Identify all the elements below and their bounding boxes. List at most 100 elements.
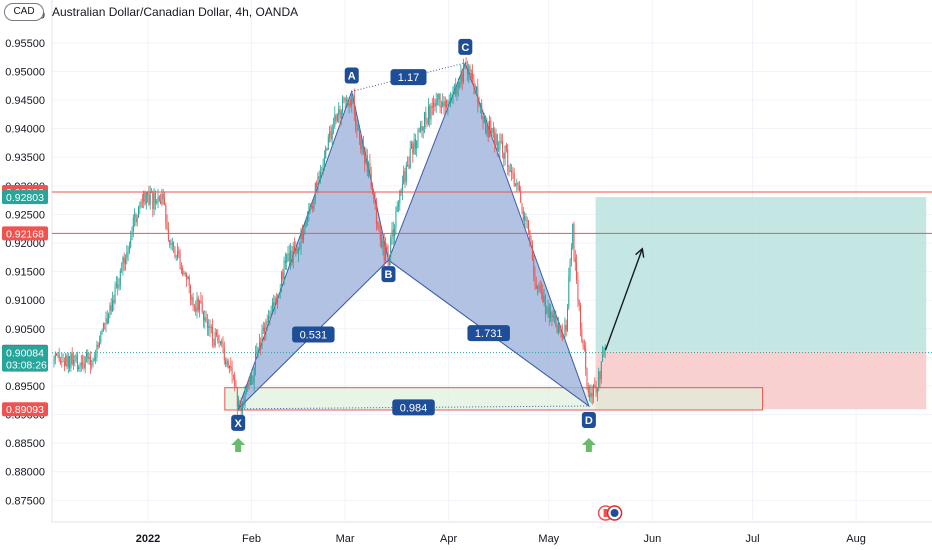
candle-body (270, 310, 272, 319)
horizontal-levels[interactable] (52, 191, 932, 354)
y-tick-label: 0.95500 (5, 38, 45, 50)
x-tick-label: Feb (242, 533, 261, 545)
candle-body (136, 217, 138, 223)
candle-body (346, 100, 347, 102)
support-zone[interactable] (224, 387, 764, 411)
candle-body (208, 326, 210, 328)
candle-body (329, 131, 331, 137)
candle-body (546, 312, 548, 314)
candle-body (245, 388, 247, 389)
candle-body (478, 104, 480, 106)
y-tick-label: 0.92000 (5, 238, 45, 250)
candle-body (290, 250, 292, 262)
candle-body (368, 162, 370, 173)
candle-body (383, 240, 385, 261)
candle-body (378, 224, 380, 232)
candle-body (379, 231, 381, 240)
candle-body (464, 65, 466, 67)
candle-body (526, 220, 528, 221)
candle-body (479, 103, 481, 106)
point-badge (231, 414, 246, 431)
candle-body (265, 321, 267, 333)
candle-body (596, 387, 598, 393)
y-tick-label: 0.91000 (5, 295, 45, 307)
candle-body (574, 258, 576, 263)
candle-body (86, 352, 87, 357)
candle-body (533, 259, 535, 275)
candle-body (600, 361, 602, 380)
candle-body (412, 143, 414, 154)
candle-body (201, 302, 203, 312)
candle-body (552, 315, 554, 318)
candle-body (529, 230, 531, 242)
candle-body (544, 296, 546, 314)
candle-body (171, 243, 173, 245)
candle-body (242, 405, 243, 412)
candle-body (262, 327, 264, 331)
y-tick-label: 0.90500 (5, 324, 45, 336)
candle-body (481, 103, 483, 119)
point-label-a: A (348, 70, 356, 82)
candle-body (602, 354, 604, 362)
candle-body (330, 131, 332, 140)
time-axis[interactable]: 2022 Feb Mar Apr May Jun Jul Aug (136, 533, 866, 545)
candle-body (277, 296, 279, 304)
candle-body (362, 144, 364, 153)
candle-body (495, 134, 497, 145)
candle-body (569, 261, 571, 277)
candle-body (217, 335, 219, 341)
candle-body (279, 291, 281, 294)
candle-body (512, 172, 514, 174)
target-zone[interactable] (595, 197, 927, 352)
candle-body (336, 114, 338, 121)
candle-body (236, 387, 238, 408)
candle-body (581, 329, 583, 341)
candle-body (307, 213, 308, 221)
x-tick-label: Aug (846, 533, 866, 545)
x-tick-label: Apr (440, 533, 457, 545)
point-badge (581, 411, 596, 428)
candle-body (184, 273, 186, 275)
candle-body (221, 341, 223, 344)
candle-body (317, 176, 319, 187)
candle-body (192, 297, 194, 307)
candle-body (494, 132, 496, 145)
candle-body (218, 340, 220, 343)
candle-body (439, 94, 441, 108)
candle-body (297, 248, 299, 254)
candle-body (375, 201, 377, 224)
candle-body (226, 360, 228, 365)
candle-body (409, 148, 411, 168)
candle-body (134, 214, 136, 218)
candle-body (141, 201, 143, 203)
candle-body (109, 305, 111, 315)
candle-body (301, 231, 303, 240)
ratio-badge (392, 399, 435, 416)
candle-body (313, 198, 315, 209)
candle-body (433, 102, 435, 108)
candle-body (248, 383, 250, 385)
candle-body (334, 115, 336, 127)
candle-body (585, 348, 587, 369)
candle-body (442, 102, 444, 107)
y-tick-label: 0.88000 (5, 467, 45, 479)
candle-body (196, 298, 198, 312)
candle-body (505, 145, 507, 149)
candle-body (414, 139, 416, 149)
candle-body (57, 354, 59, 356)
candle-body (320, 172, 321, 179)
candle-body (359, 128, 360, 139)
candle-body (125, 258, 126, 264)
candle-body (450, 98, 451, 102)
candle-body (459, 83, 461, 85)
candle-body (567, 307, 568, 331)
candle-body (165, 204, 167, 223)
position-tool[interactable] (224, 197, 927, 411)
candle-body (404, 171, 406, 182)
point-label-d: D (585, 415, 593, 427)
candle-body (182, 267, 184, 275)
candle-body (348, 103, 350, 106)
candle-body (476, 86, 477, 93)
candle-body (590, 393, 592, 398)
